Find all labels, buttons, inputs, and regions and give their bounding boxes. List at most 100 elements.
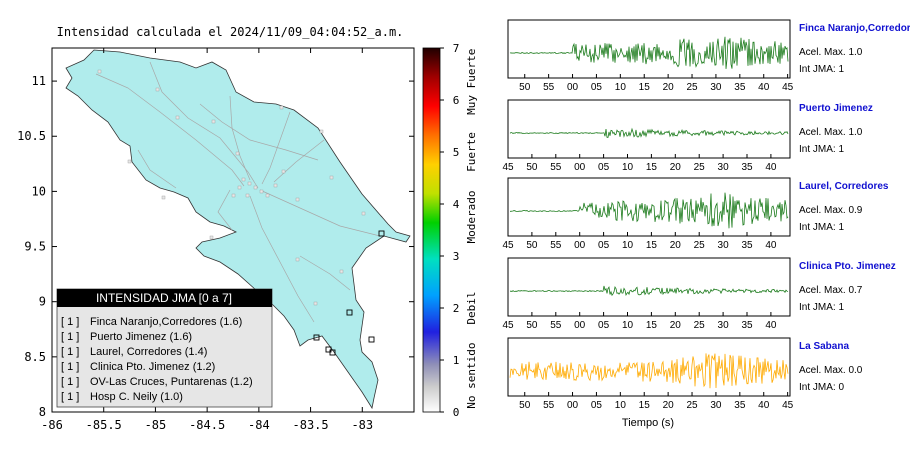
colorbar-tick-label: 2 — [453, 302, 460, 315]
map-x-tick-label: -84 — [248, 418, 270, 432]
waveform-tick-label: 50 — [526, 240, 538, 251]
waveform-tick-label: 05 — [598, 162, 610, 173]
waveform-tick-label: 35 — [741, 320, 753, 331]
legend-row-badge: [ 1 ] — [61, 391, 79, 403]
waveform-tick-label: 20 — [670, 162, 682, 173]
colorbar-tick-label: 0 — [453, 406, 460, 419]
map-y-tick-label: 9 — [39, 295, 46, 309]
waveform-tick-label: 20 — [670, 320, 682, 331]
colorbar — [422, 47, 441, 413]
map-x-tick-label: -86 — [41, 418, 63, 432]
waveform-tick-label: 05 — [591, 400, 603, 411]
legend-row-text: OV-Las Cruces, Puntarenas (1.2) — [90, 376, 253, 388]
colorbar-tick-label: 7 — [453, 42, 460, 55]
station-name: Puerto Jimenez — [799, 103, 873, 114]
station-int-jma: Int JMA: 1 — [799, 64, 844, 75]
waveform-tick-label: 45 — [502, 240, 514, 251]
legend-row-text: Clinica Pto. Jimenez (1.2) — [90, 361, 215, 373]
colorbar-category-label: Fuerte — [465, 132, 478, 172]
waveform-tick-label: 00 — [574, 162, 586, 173]
waveform-panel: 45 50 55 00 05 10 15 20 25 30 35 40 Laurel, Corredor… — [502, 177, 889, 251]
waveform-panel: 45 50 55 00 05 10 15 20 25 30 35 40 Clinica Pto. Jim… — [502, 257, 896, 331]
road-network — [95, 61, 381, 323]
waveform-tick-label: 15 — [646, 162, 658, 173]
legend-row-badge: [ 1 ] — [61, 361, 79, 373]
waveform-panel: 50 55 00 05 10 15 20 25 30 35 40 45 Finca Naranjo,Co… — [507, 19, 910, 93]
waveform-tick-label: 15 — [646, 240, 658, 251]
waveform-tick-label: 30 — [718, 240, 730, 251]
waveform-tick-label: 55 — [550, 240, 562, 251]
waveform-tick-label: 05 — [598, 320, 610, 331]
waveform-tick-label: 55 — [543, 400, 555, 411]
waveform-frame — [507, 177, 791, 237]
waveform-frame — [507, 257, 791, 317]
waveform-tick-label: 25 — [686, 400, 698, 411]
legend-row-badge: [ 1 ] — [61, 316, 79, 328]
waveform-tick-label: 30 — [710, 400, 722, 411]
map-x-tick-label: -85.5 — [86, 418, 122, 432]
costa-rica-landmass — [65, 49, 411, 410]
colorbar-tick-label: 4 — [453, 198, 460, 211]
station-int-jma: Int JMA: 1 — [799, 222, 844, 233]
map-title: Intensidad calculada el 2024/11/09_04:04… — [57, 25, 404, 39]
waveform-tick-label: 35 — [734, 400, 746, 411]
waveform-tick-label: 00 — [574, 240, 586, 251]
waveform-tick-label: 15 — [639, 82, 651, 93]
station-name: Laurel, Corredores — [799, 181, 889, 192]
legend-row-text: Finca Naranjo,Corredores (1.6) — [90, 316, 242, 328]
waveform-tick-label: 10 — [622, 162, 634, 173]
waveform-tick-label: 55 — [543, 82, 555, 93]
station-accel-max: Acel. Max. 0.0 — [799, 365, 863, 376]
seismic-station-squares — [313, 230, 385, 356]
legend-row-badge: [ 1 ] — [61, 331, 79, 343]
waveform-tick-label: 10 — [622, 320, 634, 331]
map-y-tick-label: 8.5 — [24, 350, 46, 364]
colorbar-category-label: Debil — [465, 291, 478, 324]
map-x-tick-label: -84.5 — [189, 418, 225, 432]
waveform-tick-label: 00 — [567, 82, 579, 93]
station-name: La Sabana — [799, 341, 849, 352]
waveform-tick-label: 25 — [694, 240, 706, 251]
waveform-tick-label: 35 — [734, 82, 746, 93]
map-y-tick-label: 10 — [32, 184, 46, 198]
legend-header — [57, 289, 272, 307]
legend-row-text: Laurel, Corredores (1.4) — [90, 346, 207, 358]
waveform-tick-label: 55 — [550, 320, 562, 331]
waveform-trace — [510, 192, 789, 229]
legend-row-badge: [ 1 ] — [61, 376, 79, 388]
colorbar-tick-label: 1 — [453, 354, 460, 367]
colorbar-ticks: 0 1 2 3 4 5 6 7 — [440, 42, 460, 419]
waveform-tick-label: 55 — [550, 162, 562, 173]
waveform-tick-label: 30 — [710, 82, 722, 93]
legend-row-text: Hosp C. Neily (1.0) — [90, 391, 183, 403]
map-x-tick-label: -83.5 — [293, 418, 329, 432]
waveform-tick-label: 00 — [567, 400, 579, 411]
waveform-tick-label: 50 — [526, 320, 538, 331]
colorbar-tick-label: 5 — [453, 146, 460, 159]
map-x-tick-label: -85 — [145, 418, 167, 432]
waveform-tick-label: 50 — [519, 82, 531, 93]
map-frame — [51, 47, 415, 413]
map-y-tick-label: 11 — [32, 74, 46, 88]
station-name: Finca Naranjo,Corredor — [799, 23, 910, 34]
station-int-jma: Int JMA: 1 — [799, 144, 844, 155]
map-y-tick-label: 8 — [39, 405, 46, 419]
legend-row-text: Puerto Jimenez (1.6) — [90, 331, 192, 343]
waveform-tick-label: 50 — [526, 162, 538, 173]
map-y-axis: 8 8.5 9 9.5 10 10.5 11 — [17, 74, 414, 419]
intensity-legend: INTENSIDAD JMA [0 a 7] [ 1 ] Finca Naranj… — [56, 288, 273, 408]
waveform-trace — [509, 285, 789, 297]
waveform-tick-label: 05 — [591, 82, 603, 93]
waveform-tick-label: 25 — [694, 162, 706, 173]
station-accel-max: Acel. Max. 0.7 — [799, 285, 863, 296]
waveform-tick-label: 40 — [765, 240, 777, 251]
colorbar-categories: No sentido Debil Moderado Fuerte Muy Fuerte — [465, 49, 478, 409]
waveform-tick-label: 40 — [758, 400, 770, 411]
waveform-tick-label: 45 — [502, 320, 514, 331]
waveform-tick-label: 45 — [782, 82, 794, 93]
waveform-frame — [507, 99, 791, 159]
waveform-panel: 50 55 00 05 10 15 20 25 30 35 40 45 La Sabana Acel. M… — [507, 337, 863, 411]
waveform-tick-label: 10 — [615, 82, 627, 93]
colorbar-tick-label: 6 — [453, 94, 460, 107]
waveform-panel: 45 50 55 00 05 10 15 20 25 30 35 40 Puerto Jimenez Ac… — [502, 99, 873, 173]
